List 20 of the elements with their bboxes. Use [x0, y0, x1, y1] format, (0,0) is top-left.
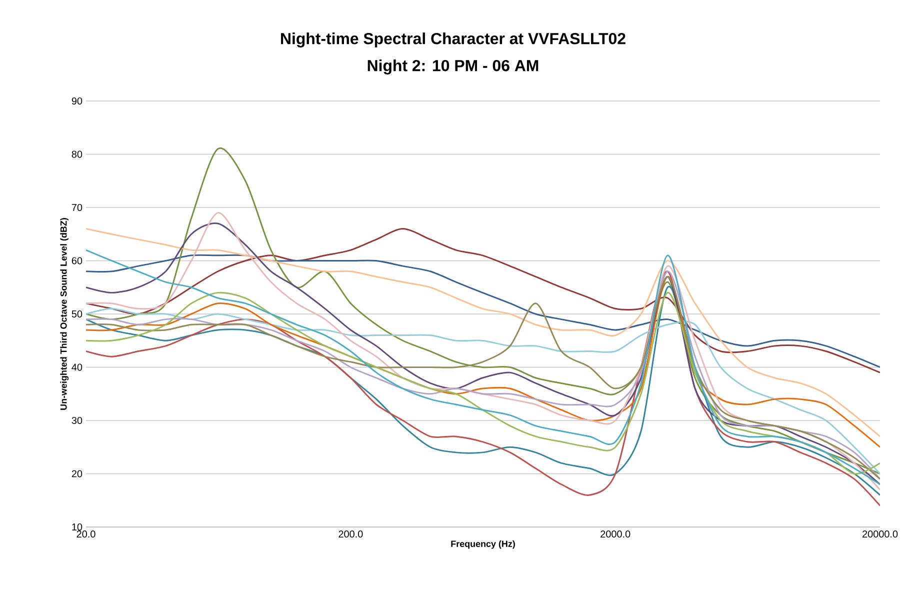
y-tick-label: 50	[72, 310, 82, 318]
y-tick-label: 10	[72, 523, 82, 531]
x-tick-label: 200.0	[338, 530, 363, 538]
y-tick-label: 60	[72, 257, 82, 264]
chart-title: Night-time Spectral Character at VVFASLLT02	[281, 32, 626, 48]
x-tick-label: 20.0	[76, 530, 96, 538]
line-series	[86, 228, 880, 438]
y-tick-label: 20	[72, 470, 82, 478]
y-tick-label: 30	[72, 416, 82, 424]
line-series	[86, 254, 880, 368]
y-tick-label: 40	[72, 364, 82, 371]
y-tick-label: 80	[72, 150, 82, 158]
x-tick-label: 20000.0	[862, 530, 898, 538]
x-axis-title: Frequency (Hz)	[451, 540, 515, 549]
line-series	[86, 228, 880, 374]
x-tick-label: 2000.0	[600, 530, 630, 538]
y-tick-label: 90	[72, 97, 82, 105]
chart-subtitle: Night 2: 10 PM - 06 AM	[368, 60, 538, 74]
y-tick-label: 70	[72, 204, 82, 212]
y-axis-title: Un-weighted Third Octave Sound Level (dBZ)	[60, 218, 69, 410]
